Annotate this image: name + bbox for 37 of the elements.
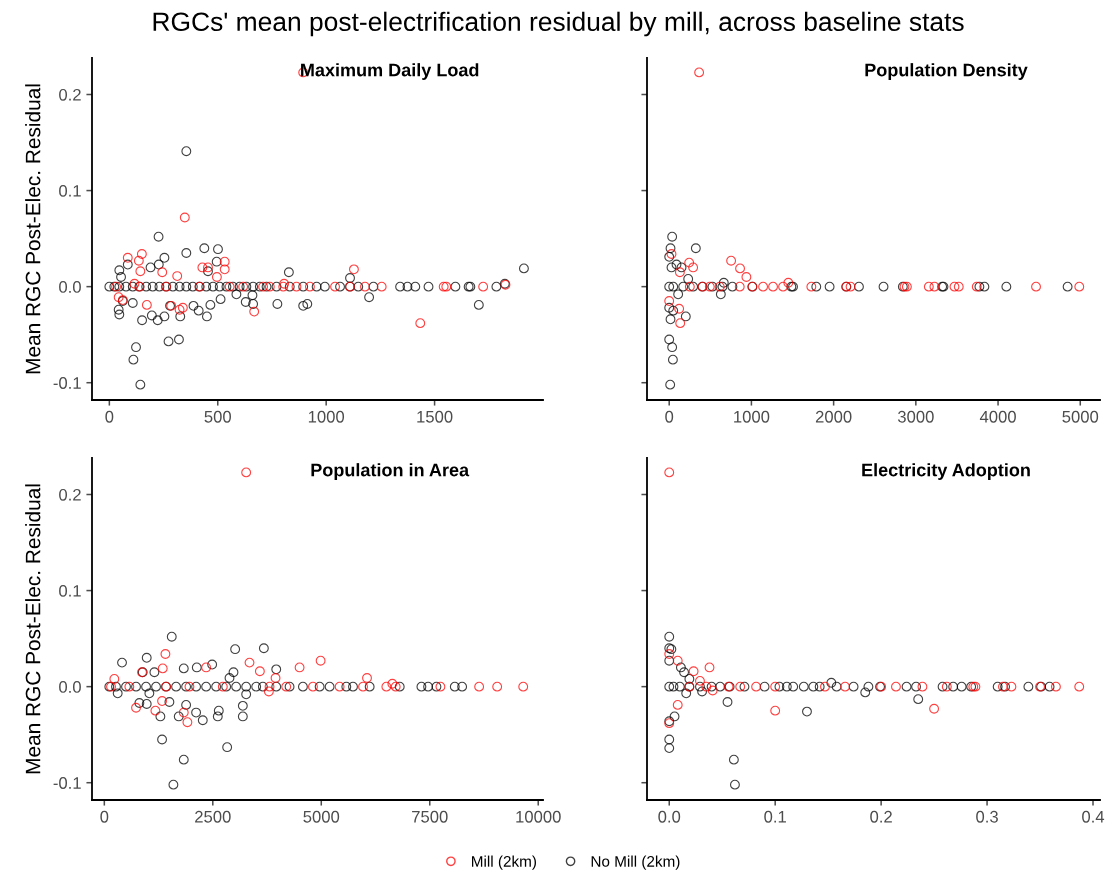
y-tick-label: -0.1 <box>53 377 81 389</box>
x-tick-label: 5000 <box>1062 410 1099 423</box>
y-tick-label: 0.2 <box>59 488 81 501</box>
x-tick-label: 0.3 <box>976 810 998 823</box>
x-tick-label: 1000 <box>734 410 770 423</box>
x-tick-label: 4000 <box>979 410 1016 423</box>
y-tick-label: 0.0 <box>59 281 81 293</box>
chart-title: Population Density <box>865 63 1028 80</box>
x-tick-label: 0 <box>665 410 674 423</box>
x-tick-label: 0.2 <box>870 810 892 823</box>
chart-title: Electricity Adoption <box>862 463 1030 480</box>
y-axis-title: Mean RGC Post-Elec. Residual <box>25 484 41 774</box>
chart-title: Maximum Daily Load <box>301 63 479 80</box>
legend-label: Mill (2km) <box>472 855 536 870</box>
x-tick-label: 0 <box>100 810 109 823</box>
x-tick-label: 500 <box>204 410 232 423</box>
x-tick-label: 10000 <box>516 810 561 823</box>
text: RGCs' mean post-electrification residual by mill, across baseline stats <box>153 11 964 37</box>
x-tick-label: 7500 <box>412 810 448 823</box>
x-tick-label: 2500 <box>195 810 231 823</box>
x-tick-label: 5000 <box>303 810 340 823</box>
y-tick-label: 0.1 <box>59 184 81 197</box>
x-tick-label: 2000 <box>815 410 852 423</box>
x-tick-label: 3000 <box>897 410 934 423</box>
x-tick-label: 1500 <box>417 410 453 423</box>
chart-title: Population in Area <box>311 463 470 480</box>
x-tick-label: 0 <box>105 410 114 423</box>
y-axis-title: Mean RGC Post-Elec. Residual <box>25 84 41 374</box>
x-tick-label: 0.1 <box>764 810 786 823</box>
legend-label: No Mill (2km) <box>591 855 680 870</box>
y-tick-label: 0.1 <box>59 584 81 597</box>
y-tick-label: -0.1 <box>53 777 81 789</box>
x-tick-label: 0.4 <box>1082 810 1105 823</box>
x-tick-label: 1000 <box>308 410 345 423</box>
y-tick-label: 0.2 <box>59 88 81 101</box>
x-tick-label: 0.0 <box>658 810 681 823</box>
y-tick-label: 0.0 <box>59 681 81 693</box>
